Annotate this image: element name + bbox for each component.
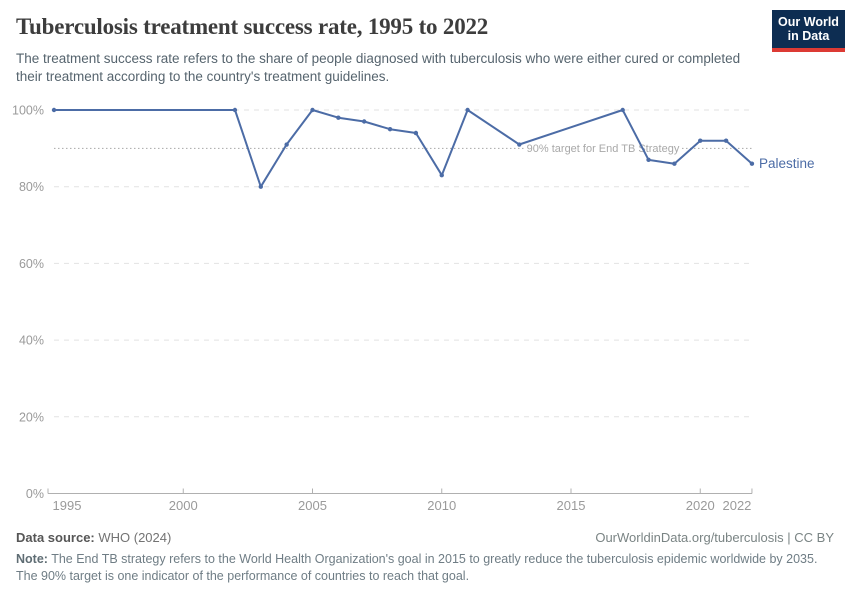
y-axis-label: 20% (19, 410, 44, 424)
data-point[interactable] (646, 157, 651, 163)
palestine-line (53, 109, 753, 188)
x-axis-label: 2010 (427, 498, 456, 513)
data-point[interactable] (232, 107, 238, 113)
chart-note: Note: The End TB strategy refers to the … (16, 551, 834, 586)
note-value: The End TB strategy refers to the World … (16, 552, 818, 584)
y-axis-label: 40% (19, 334, 44, 348)
line-chart[interactable]: 0% 20% 40% 60% 80% 100% 1995 2000 2005 2010 2015 20… (0, 90, 850, 530)
data-point[interactable] (672, 161, 677, 166)
x-axis-label: 1995 (53, 498, 82, 513)
chart-subtitle: The treatment success rate refers to the… (16, 51, 741, 84)
x-axis-label: 2000 (169, 498, 198, 513)
x-axis-label: 2005 (298, 498, 327, 513)
data-point[interactable] (336, 115, 341, 120)
y-axis-label: 80% (19, 180, 44, 194)
data-point[interactable] (465, 107, 470, 113)
data-source-value: WHO (2024) (94, 530, 172, 545)
target-line-label: 90% target for End TB Strategy (527, 143, 680, 155)
owid-logo-line1: Our World (778, 14, 839, 29)
data-point[interactable] (749, 161, 755, 166)
data-point[interactable] (387, 126, 393, 132)
data-point[interactable] (284, 142, 289, 147)
data-point[interactable] (258, 184, 263, 189)
data-point[interactable] (517, 142, 522, 147)
y-axis-label: 100% (12, 104, 44, 118)
data-point[interactable] (620, 107, 625, 113)
data-point[interactable] (698, 138, 703, 143)
data-point[interactable] (362, 119, 367, 124)
data-source: Data source: WHO (2024) (16, 530, 171, 545)
owid-logo-line2: in Data (787, 29, 830, 43)
x-axis-label: 2022 (722, 498, 751, 513)
entity-label[interactable]: Palestine (759, 156, 815, 171)
note-label: Note: (16, 552, 48, 566)
credit-link[interactable]: OurWorldinData.org/tuberculosis | CC BY (595, 530, 834, 545)
y-axis-label: 0% (26, 487, 44, 501)
x-axis-label: 2020 (686, 498, 715, 513)
data-point[interactable] (723, 138, 729, 143)
owid-logo[interactable]: Our World in Data (772, 10, 845, 52)
page-title: Tuberculosis treatment success rate, 199… (16, 14, 489, 39)
data-source-label: Data source: (16, 530, 95, 545)
data-point[interactable] (51, 107, 57, 113)
data-point[interactable] (439, 172, 444, 178)
data-point[interactable] (413, 130, 419, 136)
y-axis-label: 60% (19, 257, 44, 271)
x-axis-label: 2015 (557, 498, 586, 513)
data-point[interactable] (310, 107, 315, 113)
